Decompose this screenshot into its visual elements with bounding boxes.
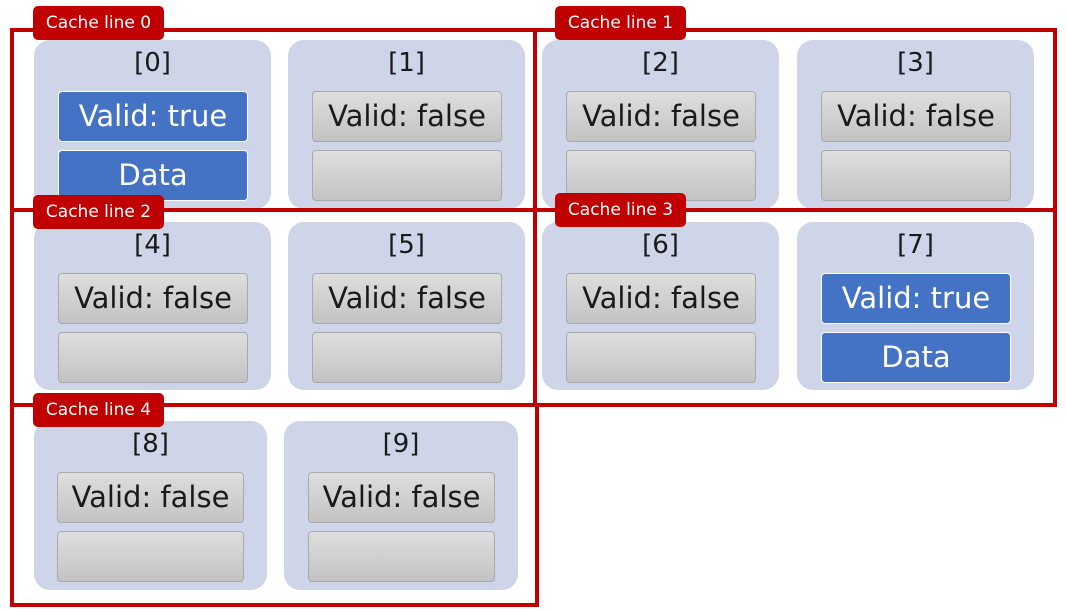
- valid-flag: Valid: true: [58, 91, 248, 142]
- array-slot-4: [4] Valid: false: [34, 222, 271, 390]
- array-slot-2: [2] Valid: false: [542, 40, 779, 209]
- slot-index-label: [3]: [897, 48, 934, 78]
- slot-index-label: [5]: [388, 230, 425, 260]
- valid-flag: Valid: false: [821, 91, 1011, 142]
- array-slot-8: [8] Valid: false: [34, 421, 267, 590]
- data-cell: Data: [58, 150, 248, 201]
- valid-flag: Valid: false: [566, 273, 756, 324]
- data-cell: [821, 150, 1011, 201]
- slot-index-label: [8]: [132, 429, 169, 459]
- valid-flag: Valid: true: [821, 273, 1011, 324]
- data-cell: Data: [821, 332, 1011, 383]
- cache-line-label: Cache line 3: [555, 193, 686, 227]
- valid-flag: Valid: false: [312, 91, 502, 142]
- slot-index-label: [7]: [897, 230, 934, 260]
- array-slot-7: [7] Valid: true Data: [797, 222, 1034, 390]
- slot-index-label: [9]: [382, 429, 420, 459]
- slot-index-label: [6]: [642, 230, 679, 260]
- cache-line-label: Cache line 4: [33, 393, 164, 427]
- slot-index-label: [0]: [134, 48, 171, 78]
- cache-line-label: Cache line 1: [555, 6, 686, 40]
- data-cell: [566, 332, 756, 383]
- array-slot-5: [5] Valid: false: [288, 222, 525, 390]
- array-slot-9: [9] Valid: false: [284, 421, 518, 590]
- array-slot-1: [1] Valid: false: [288, 40, 525, 209]
- data-cell: [312, 150, 502, 201]
- array-slot-3: [3] Valid: false: [797, 40, 1034, 209]
- data-cell: [57, 531, 244, 582]
- valid-flag: Valid: false: [58, 273, 248, 324]
- data-cell: [312, 332, 502, 383]
- array-slot-0: [0] Valid: true Data: [34, 40, 271, 209]
- valid-flag: Valid: false: [312, 273, 502, 324]
- slot-index-label: [1]: [388, 48, 425, 78]
- slot-index-label: [2]: [642, 48, 679, 78]
- valid-flag: Valid: false: [566, 91, 756, 142]
- array-slot-6: [6] Valid: false: [542, 222, 779, 390]
- data-cell: [308, 531, 495, 582]
- data-cell: [566, 150, 756, 201]
- data-cell: [58, 332, 248, 383]
- cache-line-label: Cache line 0: [33, 6, 164, 40]
- slot-index-label: [4]: [134, 230, 171, 260]
- valid-flag: Valid: false: [308, 472, 495, 523]
- valid-flag: Valid: false: [57, 472, 244, 523]
- cache-line-label: Cache line 2: [33, 195, 164, 229]
